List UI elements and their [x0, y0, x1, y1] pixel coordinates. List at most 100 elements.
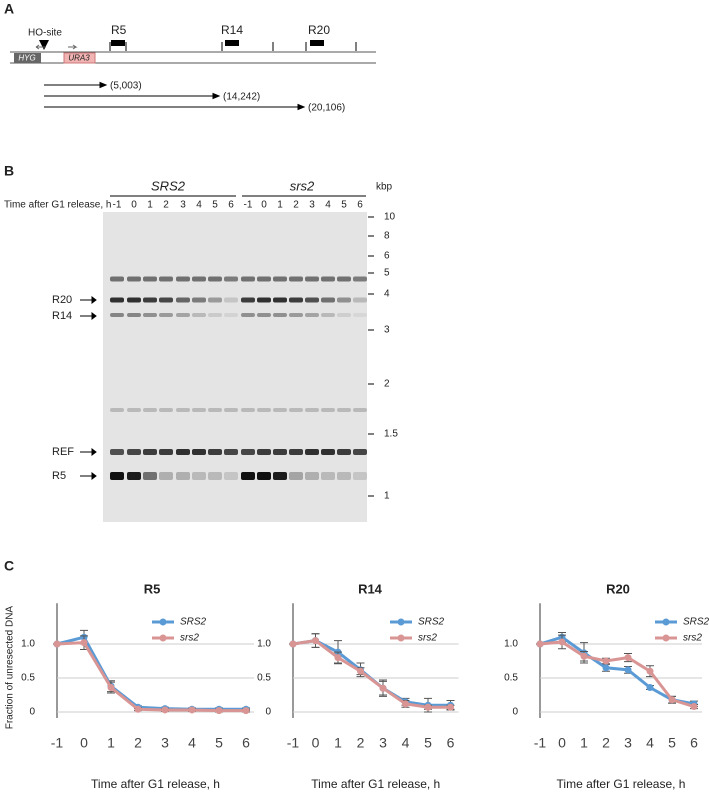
x-tick-label: 6 [447, 735, 455, 751]
gel-band [224, 276, 238, 282]
gel-band [305, 276, 319, 282]
gel-band [273, 449, 287, 455]
gel-band [241, 449, 255, 455]
gel-band [353, 313, 367, 317]
y-tick-label: 1.0 [504, 639, 518, 650]
x-tick-label: 3 [379, 735, 387, 751]
gel-band [208, 313, 222, 317]
gel [103, 212, 367, 522]
band-arrow [80, 312, 97, 320]
x-tick-label: 0 [80, 735, 88, 751]
data-point [242, 707, 250, 715]
series-line [292, 639, 451, 707]
gel-band [224, 313, 238, 317]
data-point [602, 657, 610, 665]
gel-band [208, 408, 222, 412]
data-point [447, 703, 454, 711]
gel-band [110, 276, 124, 282]
gel-band [224, 297, 238, 303]
size-label: 2 [384, 379, 390, 390]
gel-band [353, 472, 367, 480]
lane-label: 1 [147, 200, 153, 211]
gel-band [353, 297, 367, 303]
x-tick-label: 2 [357, 735, 365, 751]
gel-band [143, 313, 157, 317]
size-label: 8 [384, 231, 390, 242]
chart-title: R14 [358, 581, 383, 596]
chart-title: R20 [606, 581, 630, 596]
data-point [558, 638, 566, 646]
y-tick-label: 0 [29, 707, 35, 718]
gel-band [208, 276, 222, 282]
gel-band [159, 313, 173, 317]
gel-band [176, 313, 190, 317]
gel-band [192, 408, 206, 412]
gel-band [337, 472, 351, 480]
gel-bands [110, 276, 367, 480]
band-label: R14 [52, 310, 72, 322]
gel-band [257, 297, 271, 303]
y-axis-label: Fraction of unresected DNA [5, 606, 16, 730]
gel-band [159, 472, 173, 480]
gel-band [321, 276, 335, 282]
gel-band [337, 313, 351, 317]
data-point [80, 639, 88, 647]
legend-swatch [159, 634, 167, 642]
strain-label: srs2 [290, 178, 315, 193]
size-label: 10 [384, 212, 396, 223]
size-label: 1 [384, 491, 390, 502]
gel-band [273, 408, 287, 412]
legend-swatch [662, 618, 670, 626]
series-line [56, 635, 246, 711]
x-tick-label: 3 [624, 735, 632, 751]
lane-label: 0 [131, 200, 137, 211]
gel-band [257, 449, 271, 455]
gel-band [110, 449, 124, 455]
y-tick-label: 0 [265, 707, 271, 718]
ura3-box [63, 52, 96, 64]
size-label: 6 [384, 251, 390, 262]
gel-band [110, 408, 124, 412]
gel-band [192, 472, 206, 480]
panel-label: C [4, 558, 14, 574]
gel-band [273, 297, 287, 303]
y-tick-label: 1.0 [257, 639, 271, 650]
gel-band [208, 297, 222, 303]
gel-band [305, 408, 319, 412]
lane-label: 0 [261, 200, 267, 211]
fragment-label: (14,242) [223, 92, 260, 103]
x-tick-label: 1 [580, 735, 588, 751]
data-point [357, 667, 364, 675]
legend-label: srs2 [418, 633, 437, 644]
gel-band [127, 313, 141, 317]
x-tick-label: 5 [215, 735, 223, 751]
size-unit: kbp [376, 182, 393, 193]
gel-band [176, 297, 190, 303]
lane-label: 2 [293, 200, 299, 211]
band-arrow [80, 472, 97, 480]
gel-band [192, 297, 206, 303]
gel-band [289, 449, 303, 455]
x-tick-label: 2 [602, 735, 610, 751]
band-label: R5 [52, 470, 66, 482]
gel-band [176, 449, 190, 455]
gel-band [159, 297, 173, 303]
legend-label: SRS2 [418, 617, 445, 628]
gel-band [208, 449, 222, 455]
chart-title: R5 [144, 581, 161, 596]
gel-band [127, 408, 141, 412]
gel-band [257, 408, 271, 412]
data-point [379, 684, 387, 692]
gel-band [289, 276, 303, 282]
lane-label: -1 [113, 200, 122, 211]
gel-band [273, 276, 287, 282]
gel-band [321, 408, 335, 412]
gel-band [127, 472, 141, 480]
data-point [624, 666, 632, 674]
size-label: 1.5 [384, 429, 398, 440]
hyg-box [14, 53, 41, 63]
gel-band [127, 276, 141, 282]
x-tick-label: 3 [161, 735, 169, 751]
gel-band [143, 408, 157, 412]
y-tick-label: 0.5 [257, 673, 271, 684]
